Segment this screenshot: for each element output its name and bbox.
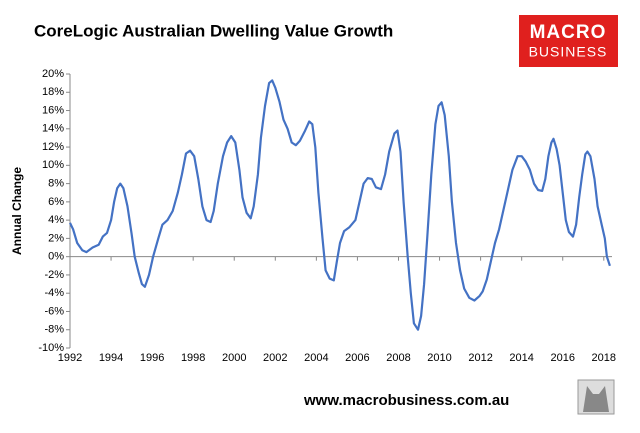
y-tick-label: 6% xyxy=(48,196,64,208)
x-tick-label: 1992 xyxy=(58,352,82,364)
x-tick-label: 1996 xyxy=(140,352,164,364)
x-tick-label: 2016 xyxy=(550,352,574,364)
x-tick-label: 2018 xyxy=(592,352,616,364)
y-tick-label: 10% xyxy=(42,159,64,171)
x-tick-label: 1998 xyxy=(181,352,205,364)
y-tick-label: -6% xyxy=(44,305,64,317)
x-tick-label: 2010 xyxy=(427,352,451,364)
chart-title: CoreLogic Australian Dwelling Value Grow… xyxy=(34,21,393,40)
x-tick-label: 2006 xyxy=(345,352,369,364)
logo-text: BUSINESS xyxy=(529,44,608,60)
y-axis-label: Annual Change xyxy=(10,167,24,255)
y-tick-label: 18% xyxy=(42,86,64,98)
y-tick-label: 16% xyxy=(42,104,64,116)
x-tick-label: 1994 xyxy=(99,352,123,364)
x-tick-label: 2014 xyxy=(509,352,533,364)
x-tick-label: 2012 xyxy=(468,352,492,364)
x-tick-label: 2008 xyxy=(386,352,410,364)
wolf-icon xyxy=(583,386,609,412)
y-tick-label: -8% xyxy=(44,324,64,336)
y-tick-label: 0% xyxy=(48,251,64,263)
source: www.macrobusiness.com.au xyxy=(303,392,509,409)
y-tick-label: 20% xyxy=(42,68,64,80)
y-tick-label: -4% xyxy=(44,287,64,299)
y-tick-label: -2% xyxy=(44,269,64,281)
y-tick-label: -10% xyxy=(38,342,64,354)
logo-text: MACRO xyxy=(530,22,607,43)
x-tick-label: 2002 xyxy=(263,352,287,364)
x-tick-label: 2004 xyxy=(304,352,328,364)
y-tick-label: 2% xyxy=(48,232,64,244)
logo-box xyxy=(519,15,618,67)
y-tick-label: 4% xyxy=(48,214,64,226)
data-line xyxy=(69,79,611,331)
y-tick-label: 12% xyxy=(42,141,64,153)
x-tick-label: 2000 xyxy=(222,352,246,364)
y-tick-label: 14% xyxy=(42,123,64,135)
y-tick-label: 8% xyxy=(48,178,64,190)
